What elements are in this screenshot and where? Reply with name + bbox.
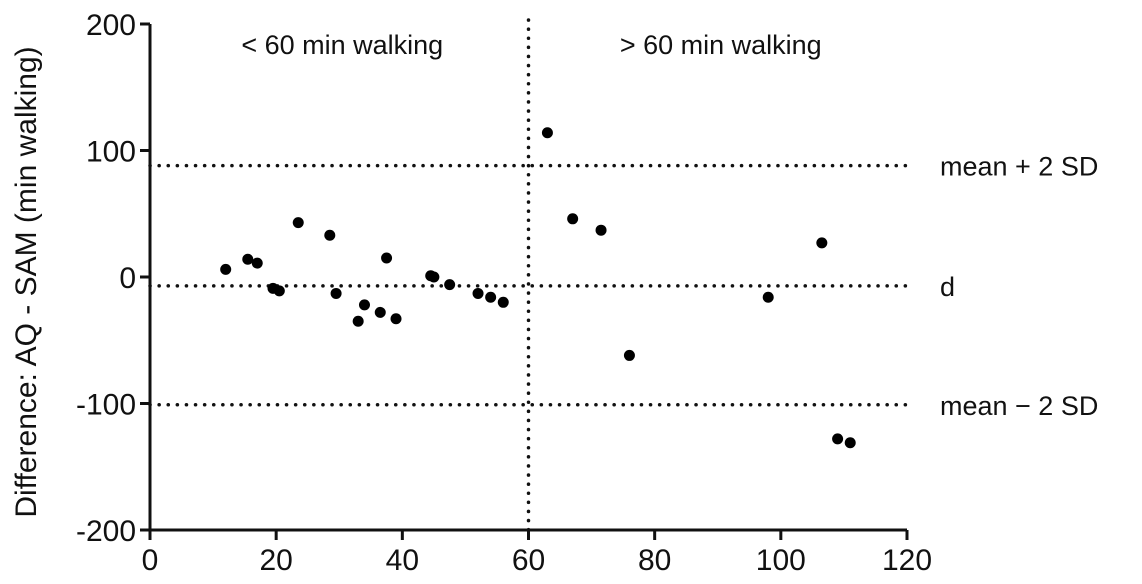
data-point <box>832 433 844 445</box>
y-tick-label: 200 <box>86 9 136 42</box>
data-point <box>390 313 402 325</box>
data-point <box>273 285 285 297</box>
x-tick-label: 0 <box>142 544 159 577</box>
x-tick-label: 40 <box>386 544 419 577</box>
y-axis-title: Difference: AQ - SAM (min walking) <box>10 46 43 517</box>
data-point <box>567 213 579 225</box>
data-point <box>220 263 232 275</box>
x-tick-label: 60 <box>512 544 545 577</box>
data-point <box>444 279 456 291</box>
data-point <box>381 252 393 264</box>
data-point <box>472 287 484 299</box>
reference-lines <box>148 18 909 532</box>
data-point <box>595 224 607 236</box>
data-points <box>220 127 856 449</box>
data-point <box>844 437 856 449</box>
data-point <box>762 291 774 303</box>
y-tick-label: -200 <box>76 515 136 548</box>
data-point <box>485 291 497 303</box>
y-tick-label: 0 <box>119 262 136 295</box>
labels: mean + 2 SD d mean − 2 SD < 60 min walking >… <box>241 30 1098 421</box>
data-point <box>330 287 342 299</box>
data-point <box>324 229 336 241</box>
y-tick-label: 100 <box>86 136 136 169</box>
region-annotation: > 60 min walking <box>620 30 822 60</box>
data-point <box>541 127 553 139</box>
x-tick-label: 20 <box>259 544 292 577</box>
data-point <box>497 296 509 308</box>
data-point <box>242 253 254 265</box>
region-annotation: < 60 min walking <box>241 30 443 60</box>
data-point <box>374 306 386 318</box>
x-tick-label: 80 <box>638 544 671 577</box>
x-tick-label: 120 <box>882 544 932 577</box>
axes <box>148 24 907 532</box>
data-point <box>623 349 635 361</box>
reference-line-label: mean − 2 SD <box>940 391 1098 421</box>
data-point <box>816 237 828 249</box>
ticks: 0 20 40 60 80 100 120 -200 -100 0 100 200 <box>76 9 932 577</box>
data-point <box>352 315 364 327</box>
data-point <box>251 257 263 269</box>
data-point <box>358 299 370 311</box>
reference-line-label: d <box>940 272 955 302</box>
data-point <box>428 271 440 283</box>
x-tick-label: 100 <box>756 544 806 577</box>
y-tick-label: -100 <box>76 389 136 422</box>
reference-line-label: mean + 2 SD <box>940 152 1098 182</box>
data-point <box>292 217 304 229</box>
